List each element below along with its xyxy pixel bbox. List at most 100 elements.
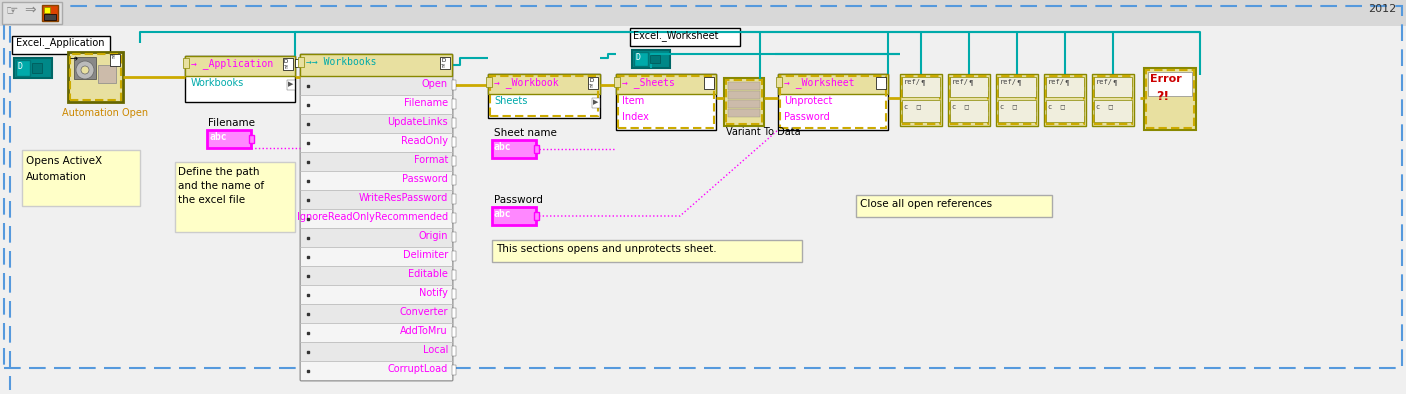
Text: c  □: c □ <box>952 103 969 109</box>
Bar <box>451 156 456 166</box>
Text: Close all open references: Close all open references <box>860 199 993 209</box>
Bar <box>488 74 600 94</box>
Text: ⇒: ⇒ <box>24 3 35 17</box>
Bar <box>451 194 456 204</box>
Circle shape <box>82 66 89 74</box>
Bar <box>900 74 942 126</box>
Bar <box>451 251 456 261</box>
Text: Filename: Filename <box>208 118 254 128</box>
Bar <box>451 270 456 280</box>
Bar <box>728 100 761 108</box>
Text: Password: Password <box>402 174 449 184</box>
Bar <box>44 14 56 20</box>
Bar <box>950 76 988 124</box>
Bar <box>630 28 740 46</box>
Bar <box>725 80 762 124</box>
Text: Excel._Application: Excel._Application <box>15 37 104 48</box>
Text: WriteResPassword: WriteResPassword <box>359 193 449 203</box>
Text: UpdateLinks: UpdateLinks <box>388 117 449 127</box>
Text: abc: abc <box>494 142 512 152</box>
Text: Automation Open: Automation Open <box>62 108 148 118</box>
Bar <box>299 247 451 266</box>
Bar <box>1094 100 1132 122</box>
Bar <box>451 80 456 90</box>
Bar <box>299 133 451 152</box>
Bar <box>451 175 456 185</box>
Bar <box>186 56 295 102</box>
Bar <box>633 50 671 68</box>
Text: Local: Local <box>423 345 449 355</box>
Bar <box>451 346 456 356</box>
Text: ref/: ref/ <box>1000 79 1017 85</box>
Text: ref/: ref/ <box>1047 79 1064 85</box>
Bar <box>299 54 451 380</box>
Text: Error: Error <box>1150 74 1182 84</box>
Bar <box>1144 68 1197 130</box>
Bar <box>876 77 886 89</box>
Bar <box>1094 77 1132 97</box>
Text: abc: abc <box>494 209 512 219</box>
Bar <box>650 55 659 63</box>
Bar <box>451 327 456 337</box>
Bar <box>186 56 295 76</box>
Bar <box>67 52 122 102</box>
Text: Filename: Filename <box>404 98 449 108</box>
Text: CorruptLoad: CorruptLoad <box>388 364 449 374</box>
Bar <box>98 65 117 83</box>
Text: ¶: ¶ <box>1112 79 1116 85</box>
Bar <box>299 228 451 247</box>
Text: This sections opens and unprotects sheet.: This sections opens and unprotects sheet… <box>496 244 717 254</box>
Text: ref/: ref/ <box>1097 79 1114 85</box>
Bar <box>616 74 716 130</box>
Bar <box>298 57 304 67</box>
Bar <box>299 190 451 209</box>
Text: ☞: ☞ <box>6 3 18 17</box>
Bar <box>451 137 456 147</box>
Bar <box>704 77 714 89</box>
Text: D: D <box>17 62 22 71</box>
Bar <box>950 100 988 122</box>
Bar <box>299 342 451 361</box>
Bar <box>856 195 1052 217</box>
Bar <box>619 76 714 128</box>
Text: Define the path: Define the path <box>179 167 260 177</box>
Bar <box>998 77 1036 97</box>
Text: → _Worksheet: → _Worksheet <box>785 77 855 88</box>
Bar <box>491 76 598 116</box>
Bar <box>728 82 761 90</box>
Text: and the name of: and the name of <box>179 181 264 191</box>
Bar <box>174 162 295 232</box>
Circle shape <box>76 61 94 79</box>
Bar <box>110 54 120 66</box>
Bar <box>998 76 1036 124</box>
Bar <box>995 74 1038 126</box>
Text: c  □: c □ <box>1097 103 1114 109</box>
Bar <box>948 74 990 126</box>
Bar <box>15 60 30 76</box>
Bar <box>32 63 42 73</box>
Text: ¶: ¶ <box>1017 79 1021 85</box>
Text: Delimiter: Delimiter <box>402 250 449 260</box>
Text: D
?!: D ?! <box>284 59 290 70</box>
Bar <box>44 7 51 13</box>
Bar <box>1046 100 1084 122</box>
Bar <box>486 77 492 87</box>
Text: → _Sheets: → _Sheets <box>621 77 675 88</box>
Bar <box>950 77 988 97</box>
Bar <box>724 78 763 126</box>
Text: c  □: c □ <box>904 103 921 109</box>
Bar <box>616 74 716 94</box>
Text: D
?!: D ?! <box>589 78 595 89</box>
Bar <box>451 118 456 128</box>
Bar <box>778 74 889 130</box>
Bar <box>1092 74 1135 126</box>
Text: → _Application: → _Application <box>191 58 273 69</box>
Text: Format: Format <box>413 155 449 165</box>
Text: → _Workbook: → _Workbook <box>494 77 558 88</box>
Text: ¶: ¶ <box>967 79 973 85</box>
Bar <box>634 52 648 66</box>
Text: ?!: ?! <box>1156 90 1170 103</box>
Bar <box>295 59 299 67</box>
Bar <box>903 100 941 122</box>
Bar <box>534 145 538 153</box>
